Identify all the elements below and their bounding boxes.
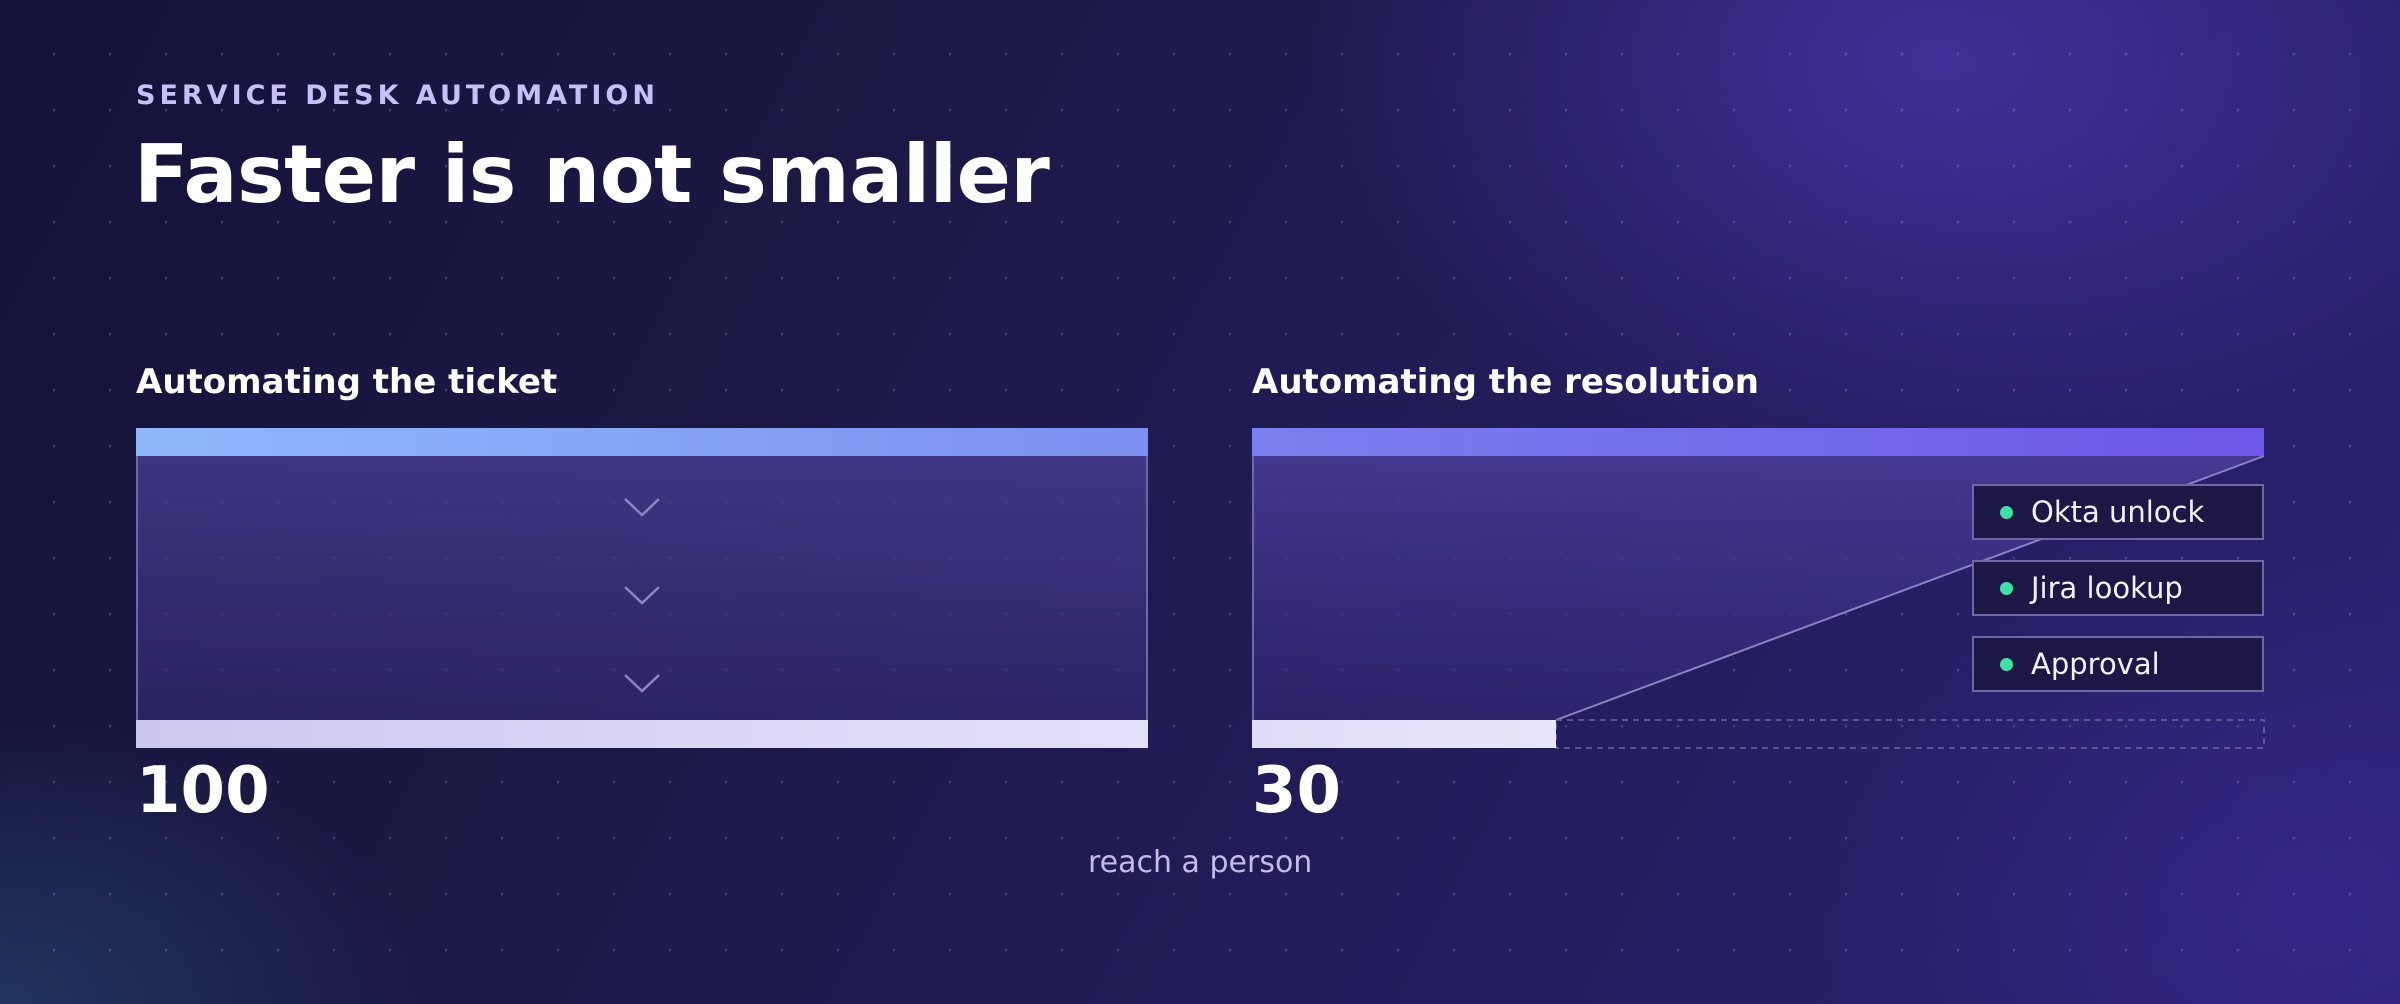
status-dot-icon <box>2000 657 2013 671</box>
deflection-chip-approval: Approval <box>1972 636 2264 692</box>
page-title: Faster is not smaller <box>134 128 1050 221</box>
ticket-flow-box <box>136 456 1148 720</box>
deflection-chip-okta: Okta unlock <box>1972 484 2264 540</box>
resolution-output-bar <box>1252 720 1556 748</box>
chevron-down-icon <box>624 498 660 517</box>
chip-label: Approval <box>2031 647 2160 681</box>
status-dot-icon <box>2000 505 2013 519</box>
chevron-down-icon <box>624 674 660 693</box>
chevron-down-icon <box>624 586 660 605</box>
deflection-chip-jira: Jira lookup <box>1972 560 2264 616</box>
eyebrow-label: SERVICE DESK AUTOMATION <box>136 80 659 111</box>
resolution-panel-title: Automating the resolution <box>1252 362 1759 402</box>
ticket-output-bar <box>136 720 1148 748</box>
chip-label: Jira lookup <box>2031 571 2183 605</box>
ticket-panel-title: Automating the ticket <box>136 362 558 402</box>
ticket-count: 100 <box>136 754 270 828</box>
chip-label: Okta unlock <box>2031 495 2205 529</box>
deflected-volume-outline <box>1555 719 2265 749</box>
caption-text: reach a person <box>1088 845 1313 880</box>
resolution-count: 30 <box>1252 754 1342 828</box>
ticket-input-bar <box>136 428 1148 456</box>
resolution-input-bar <box>1252 428 2264 456</box>
status-dot-icon <box>2000 581 2013 595</box>
